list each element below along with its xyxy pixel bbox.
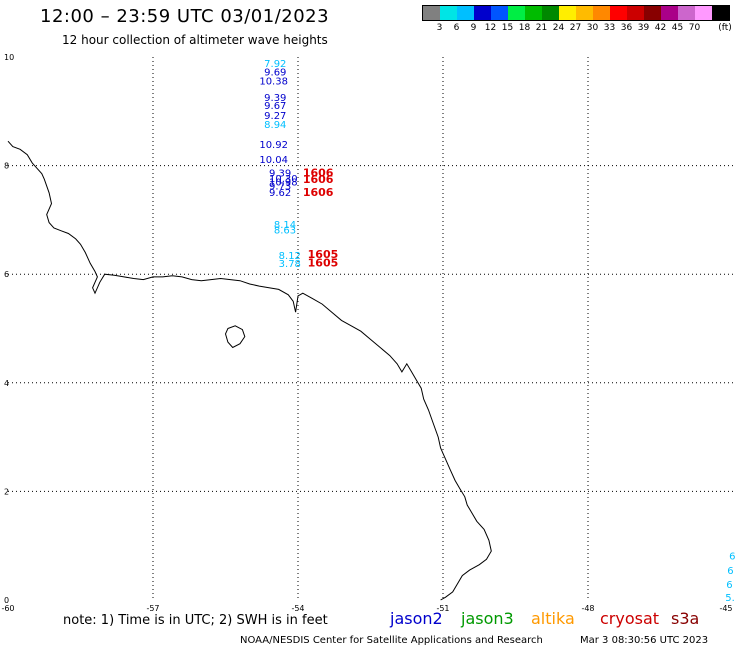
wave-height-label: 10.04 bbox=[259, 155, 288, 166]
wave-height-observations: 7.929.6910.389.399.679.278.9410.9210.049… bbox=[259, 59, 735, 604]
wave-height-label: 9.27 bbox=[264, 111, 286, 122]
lon-tick-label: -60 bbox=[1, 604, 14, 613]
scale-swatch bbox=[695, 6, 712, 20]
lat-tick-label: 8 bbox=[4, 162, 9, 171]
lon-tick-label: -51 bbox=[436, 604, 449, 613]
grid-lines bbox=[8, 57, 733, 600]
legend-jason2: jason2 bbox=[390, 609, 443, 628]
scale-swatch bbox=[474, 6, 491, 20]
lat-tick-label: 6 bbox=[4, 270, 9, 279]
lon-tick-label: -48 bbox=[581, 604, 594, 613]
scale-label: 45 bbox=[671, 23, 684, 33]
lon-tick-label: -45 bbox=[719, 604, 732, 613]
scale-label: 27 bbox=[569, 23, 582, 33]
wave-height-label: 6 bbox=[729, 551, 735, 562]
wave-height-label: 9.39 bbox=[264, 93, 286, 104]
axis-ticks: -60 -57 -54 -51 -48 -45 0 2 4 6 8 10 bbox=[1, 53, 732, 613]
color-scale-labels: 3 6 9 12 15 18 21 24 27 30 33 36 39 42 45 70 (ft) bbox=[422, 23, 732, 35]
scale-swatch bbox=[610, 6, 627, 20]
legend-s3a: s3a bbox=[671, 609, 700, 628]
wave-height-label: 9.73 bbox=[269, 181, 291, 192]
wave-height-label: 8.14 bbox=[274, 220, 296, 231]
lat-tick-label: 0 bbox=[4, 596, 9, 605]
legend-altika: altika bbox=[531, 609, 575, 628]
scale-label: 70 bbox=[688, 23, 701, 33]
lat-tick-label: 4 bbox=[4, 379, 9, 388]
pass-time-label: 1606 bbox=[303, 186, 334, 199]
wave-height-label: 5. bbox=[725, 593, 735, 604]
lon-tick-label: -57 bbox=[146, 604, 159, 613]
pass-time-label: 1605 bbox=[308, 257, 339, 270]
island-outline bbox=[224, 325, 246, 349]
lat-tick-label: 10 bbox=[4, 53, 14, 62]
scale-swatch bbox=[491, 6, 508, 20]
color-scale-bar bbox=[422, 5, 730, 21]
scale-label: 18 bbox=[518, 23, 531, 33]
scale-swatch bbox=[508, 6, 525, 20]
scale-swatch bbox=[661, 6, 678, 20]
scale-label: 30 bbox=[586, 23, 599, 33]
scale-swatch bbox=[712, 6, 729, 20]
scale-swatch bbox=[440, 6, 457, 20]
wave-height-label: 8.94 bbox=[264, 120, 286, 131]
scale-label: 6 bbox=[453, 23, 460, 33]
color-scale: 3 6 9 12 15 18 21 24 27 30 33 36 39 42 45 70 (ft) bbox=[422, 5, 732, 35]
scale-label: 15 bbox=[501, 23, 514, 33]
wave-height-label: 8.63 bbox=[274, 225, 296, 236]
scale-label: 3 bbox=[436, 23, 443, 33]
scale-unit: (ft) bbox=[718, 23, 732, 33]
wave-height-label: 10.92 bbox=[259, 140, 288, 151]
lon-tick-label: -54 bbox=[291, 604, 304, 613]
scale-label: 21 bbox=[535, 23, 548, 33]
wave-height-label: 7.92 bbox=[264, 59, 286, 70]
pass-time-label: 1605 bbox=[308, 248, 339, 261]
legend-jason3: jason3 bbox=[461, 609, 514, 628]
wave-height-label: 9.39 bbox=[269, 168, 291, 179]
wave-height-label: 10.30 bbox=[269, 174, 298, 185]
wave-height-label: 6 bbox=[727, 566, 733, 577]
scale-label: 9 bbox=[470, 23, 477, 33]
scale-swatch bbox=[542, 6, 559, 20]
wave-height-label: 8.12 bbox=[279, 251, 301, 262]
wave-height-label: 10.38 bbox=[259, 77, 288, 88]
scale-swatch bbox=[525, 6, 542, 20]
scale-swatch bbox=[423, 6, 440, 20]
footer-timestamp: Mar 3 08:30:56 UTC 2023 bbox=[580, 635, 709, 646]
scale-swatch bbox=[627, 6, 644, 20]
wave-height-label: 3.78 bbox=[279, 259, 301, 270]
map-title: 12:00 – 23:59 UTC 03/01/2023 bbox=[40, 6, 330, 27]
scale-label: 42 bbox=[654, 23, 667, 33]
legend-cryosat: cryosat bbox=[600, 609, 660, 628]
wave-height-label: 10.98 bbox=[269, 178, 298, 189]
coastline bbox=[7, 140, 492, 601]
wave-height-label: 9.67 bbox=[264, 101, 286, 112]
pass-time-label: 1606 bbox=[303, 173, 334, 186]
scale-swatch bbox=[457, 6, 474, 20]
scale-label: 12 bbox=[484, 23, 497, 33]
footer-credit: NOAA/NESDIS Center for Satellite Applica… bbox=[240, 635, 543, 646]
wave-height-label: 9.62 bbox=[269, 188, 291, 199]
pass-time-label: 1606 bbox=[303, 166, 334, 179]
map-subtitle: 12 hour collection of altimeter wave hei… bbox=[62, 33, 328, 47]
scale-label: 39 bbox=[637, 23, 650, 33]
scale-label: 36 bbox=[620, 23, 633, 33]
scale-swatch bbox=[593, 6, 610, 20]
scale-label: 33 bbox=[603, 23, 616, 33]
lat-tick-label: 2 bbox=[4, 487, 9, 496]
scale-swatch bbox=[644, 6, 661, 20]
scale-swatch bbox=[559, 6, 576, 20]
scale-swatch bbox=[678, 6, 695, 20]
scale-swatch bbox=[576, 6, 593, 20]
wave-height-label: 6 bbox=[726, 580, 732, 591]
units-note: note: 1) Time is in UTC; 2) SWH is in fe… bbox=[63, 613, 328, 628]
scale-label: 24 bbox=[552, 23, 565, 33]
wave-height-label: 9.69 bbox=[264, 67, 286, 78]
